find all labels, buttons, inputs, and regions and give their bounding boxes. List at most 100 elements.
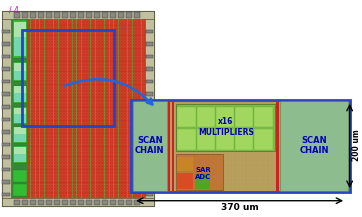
Bar — [14, 200, 20, 205]
Bar — [146, 193, 153, 196]
Bar — [141, 19, 142, 198]
Bar — [70, 200, 76, 205]
Bar — [86, 200, 92, 205]
Bar — [38, 200, 44, 205]
Bar — [13, 170, 27, 182]
Bar — [146, 80, 153, 83]
Bar — [134, 200, 140, 205]
Bar — [168, 101, 171, 191]
Bar — [39, 19, 40, 198]
Bar — [146, 42, 153, 46]
Bar — [177, 107, 196, 128]
Bar — [44, 19, 45, 198]
Bar — [197, 129, 215, 150]
Bar — [30, 200, 36, 205]
Bar — [145, 19, 155, 198]
Bar — [146, 168, 153, 171]
Bar — [254, 107, 273, 128]
Bar — [3, 80, 10, 83]
Bar — [146, 92, 153, 96]
Bar — [3, 180, 10, 184]
Bar — [146, 180, 153, 184]
Bar — [14, 37, 26, 56]
Bar — [146, 118, 153, 121]
Bar — [30, 12, 36, 18]
Bar — [62, 200, 68, 205]
Bar — [67, 19, 68, 198]
Bar — [13, 20, 27, 58]
Bar — [102, 12, 108, 18]
Bar — [3, 118, 10, 121]
Bar — [2, 19, 11, 198]
Bar — [58, 19, 59, 198]
Bar — [78, 200, 84, 205]
Bar — [146, 30, 153, 33]
Bar — [197, 107, 215, 128]
Bar — [14, 128, 26, 134]
Bar — [13, 86, 27, 103]
Bar — [94, 200, 100, 205]
Bar — [3, 105, 10, 108]
Bar — [14, 147, 26, 154]
Bar — [94, 12, 100, 18]
Bar — [235, 129, 253, 150]
Bar — [54, 12, 60, 18]
Text: / 4: / 4 — [9, 5, 19, 14]
Bar — [127, 19, 128, 198]
Bar — [3, 168, 10, 171]
Bar — [14, 93, 26, 102]
Bar — [118, 19, 119, 198]
Bar — [172, 101, 173, 191]
Bar — [146, 155, 153, 159]
Bar — [81, 19, 82, 198]
Bar — [177, 173, 193, 189]
Bar — [2, 11, 155, 19]
Bar — [14, 86, 26, 93]
Bar — [2, 11, 155, 206]
Bar — [3, 155, 10, 159]
Bar — [194, 173, 210, 189]
Bar — [38, 12, 44, 18]
Bar — [176, 154, 223, 190]
Bar — [14, 22, 26, 37]
Bar — [235, 107, 253, 128]
Bar — [104, 19, 105, 198]
Bar — [62, 12, 68, 18]
Bar — [110, 12, 116, 18]
Bar — [2, 198, 155, 206]
Bar — [13, 107, 27, 124]
Bar — [126, 200, 132, 205]
Bar — [78, 12, 84, 18]
Bar — [86, 12, 92, 18]
Bar — [22, 12, 28, 18]
Bar — [132, 19, 133, 198]
Bar — [216, 129, 234, 150]
Bar — [22, 200, 28, 205]
Bar — [281, 101, 348, 191]
Bar — [13, 146, 27, 163]
Bar — [146, 67, 153, 71]
Bar — [3, 30, 10, 33]
Bar — [177, 129, 196, 150]
Bar — [54, 200, 60, 205]
Bar — [22, 30, 114, 126]
Bar — [14, 12, 20, 18]
Bar — [13, 127, 27, 143]
Bar — [3, 42, 10, 46]
Bar — [14, 108, 26, 115]
Bar — [176, 104, 275, 151]
Text: 200 um: 200 um — [353, 130, 362, 161]
Bar — [102, 200, 108, 205]
Text: SCAN
CHAIN: SCAN CHAIN — [135, 136, 165, 155]
Bar — [46, 12, 52, 18]
Text: SAR
ADC: SAR ADC — [195, 167, 211, 180]
Bar — [14, 154, 26, 162]
Bar — [3, 143, 10, 146]
Bar — [216, 107, 234, 128]
Bar — [70, 12, 76, 18]
Bar — [131, 100, 350, 192]
Bar — [109, 19, 110, 198]
Bar — [46, 200, 52, 205]
Bar — [13, 184, 27, 196]
Bar — [146, 55, 153, 58]
